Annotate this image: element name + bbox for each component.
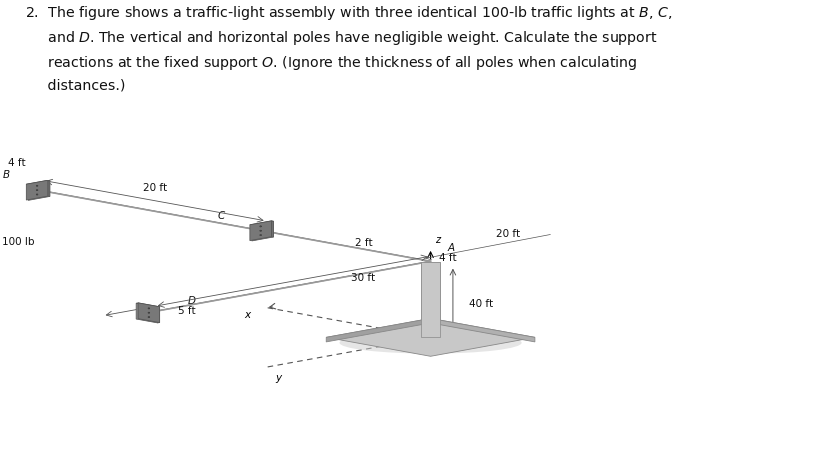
Text: 20 ft: 20 ft	[495, 229, 519, 239]
Ellipse shape	[339, 332, 521, 354]
Polygon shape	[250, 221, 271, 240]
Polygon shape	[430, 318, 534, 342]
Text: 2.  The figure shows a traffic-light assembly with three identical 100-lb traffi: 2. The figure shows a traffic-light asse…	[25, 4, 672, 92]
Polygon shape	[26, 180, 48, 200]
Text: 30 ft: 30 ft	[351, 273, 375, 284]
Text: O: O	[442, 325, 451, 335]
Text: 2 ft: 2 ft	[355, 238, 372, 248]
Polygon shape	[271, 221, 273, 237]
Text: A: A	[447, 244, 454, 253]
Text: D: D	[188, 296, 196, 306]
Polygon shape	[136, 303, 157, 323]
Polygon shape	[421, 262, 439, 337]
Text: 4 ft: 4 ft	[8, 157, 26, 168]
Polygon shape	[28, 181, 50, 200]
Text: y: y	[275, 373, 280, 382]
Polygon shape	[157, 307, 160, 323]
Polygon shape	[138, 303, 160, 322]
Polygon shape	[154, 261, 429, 312]
Text: 5 ft: 5 ft	[179, 306, 196, 316]
Text: B: B	[2, 170, 10, 180]
Text: C: C	[218, 211, 225, 221]
Polygon shape	[48, 180, 50, 197]
Polygon shape	[326, 318, 430, 342]
Polygon shape	[42, 191, 431, 261]
Text: x: x	[244, 310, 250, 320]
Polygon shape	[250, 221, 273, 225]
Text: 4 ft: 4 ft	[438, 253, 456, 263]
Polygon shape	[154, 261, 431, 311]
Text: z: z	[434, 235, 439, 245]
Text: 40 ft: 40 ft	[469, 299, 493, 308]
Text: 20 ft: 20 ft	[142, 183, 167, 193]
Polygon shape	[421, 262, 439, 336]
Polygon shape	[44, 191, 431, 262]
Polygon shape	[26, 180, 50, 184]
Polygon shape	[136, 303, 160, 307]
Text: 100 lb: 100 lb	[2, 237, 35, 247]
Polygon shape	[326, 318, 534, 356]
Polygon shape	[251, 221, 273, 241]
